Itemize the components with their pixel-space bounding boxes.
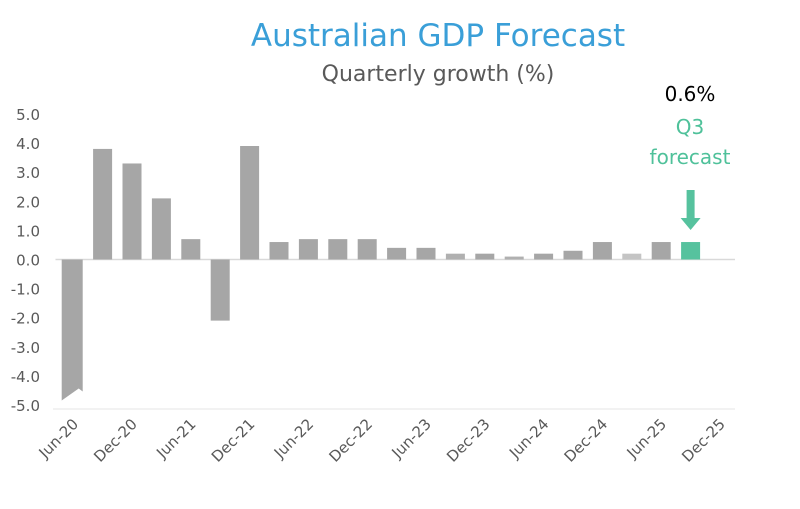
- forecast-label-line2: forecast: [649, 145, 731, 169]
- bar-Jun-25: [651, 242, 671, 260]
- bar-Dec-21: [240, 146, 260, 260]
- bar-Dec-22: [357, 239, 377, 260]
- bar-Jun-23: [416, 247, 436, 260]
- y-tick-label: 0.0: [16, 252, 40, 270]
- bar-Jun-20: [61, 259, 83, 401]
- x-tick-label: Jun-20: [35, 415, 82, 462]
- bar-Mar-24: [504, 256, 524, 260]
- y-tick-label: -5.0: [11, 397, 40, 415]
- chart-title: Australian GDP Forecast: [250, 18, 626, 54]
- bar-Jun-21: [181, 239, 201, 260]
- down-arrow-icon: [680, 190, 701, 230]
- forecast-label-annotation: Q3 forecast: [630, 112, 750, 172]
- bar-Mar-23: [387, 247, 407, 260]
- y-tick-label: -3.0: [11, 339, 40, 357]
- chart-subtitle: Quarterly growth (%): [321, 62, 555, 87]
- bar-Sep-21: [210, 259, 230, 321]
- bar-Sep-20: [93, 148, 113, 260]
- x-tick-label: Dec-21: [208, 415, 259, 466]
- bar-Mar-21: [151, 198, 171, 260]
- bar-Dec-20: [122, 163, 142, 260]
- x-tick-label: Dec-23: [443, 415, 494, 466]
- x-tick-label: Jun-22: [270, 415, 317, 462]
- bar-Dec-23: [475, 253, 495, 260]
- y-tick-label: -4.0: [11, 368, 40, 386]
- x-tick-label: Jun-25: [623, 415, 670, 462]
- bar-Sep-24: [563, 250, 583, 260]
- x-tick-label: Jun-23: [387, 415, 434, 462]
- x-tick-label: Dec-22: [325, 415, 376, 466]
- bar-Mar-25: [622, 253, 642, 260]
- y-tick-label: 4.0: [16, 135, 40, 153]
- bar-Jun-22: [298, 239, 318, 260]
- forecast-value-annotation: 0.6%: [664, 82, 716, 106]
- forecast-label-line1: Q3: [675, 115, 705, 139]
- x-tick-label: Dec-24: [561, 415, 612, 466]
- bar-Sep-22: [328, 239, 348, 260]
- y-tick-label: -2.0: [11, 310, 40, 328]
- bar-Sep-25: [681, 242, 701, 260]
- y-tick-label: 2.0: [16, 193, 40, 211]
- y-tick-label: 5.0: [16, 106, 40, 124]
- y-tick-label: 1.0: [16, 222, 40, 240]
- y-tick-label: -1.0: [11, 281, 40, 299]
- bar-Mar-22: [269, 242, 289, 260]
- x-tick-label: Dec-20: [90, 415, 141, 466]
- x-tick-label: Dec-25: [678, 415, 729, 466]
- bar-Dec-24: [592, 242, 612, 260]
- x-tick-label: Jun-21: [152, 415, 199, 462]
- x-tick-label: Jun-24: [505, 415, 552, 462]
- bar-Jun-24: [534, 253, 554, 260]
- bar-Sep-23: [445, 253, 465, 260]
- y-tick-label: 3.0: [16, 164, 40, 182]
